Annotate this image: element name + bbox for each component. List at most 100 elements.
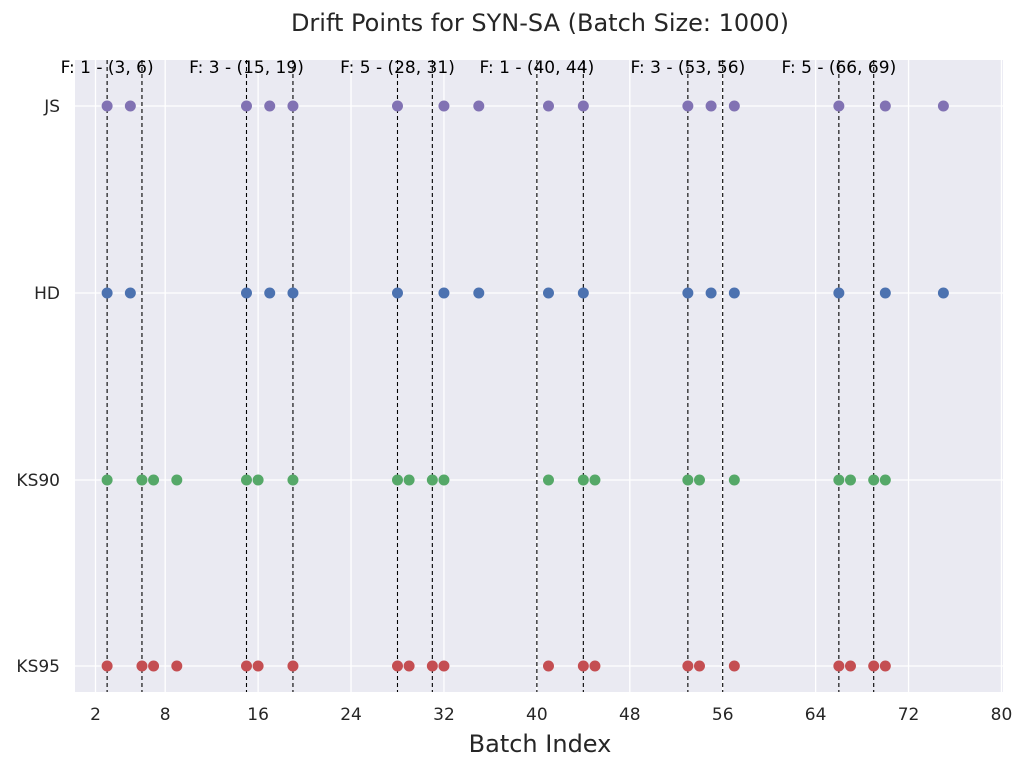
data-point-ks95 [682,660,694,672]
data-point-ks90 [101,474,113,486]
data-point-ks95 [577,660,589,672]
data-point-ks95 [426,660,438,672]
data-point-hd [833,287,845,299]
data-point-js [577,100,589,112]
data-point-hd [391,287,403,299]
data-point-hd [682,287,694,299]
x-tick-label: 32 [433,705,455,725]
data-point-js [287,100,299,112]
drift-annotation: F: 1 - (40, 44) [480,58,595,78]
data-point-ks90 [879,474,891,486]
data-point-ks95 [879,660,891,672]
data-point-hd [287,287,299,299]
data-point-ks90 [728,474,740,486]
x-tick-label: 56 [712,705,734,725]
chart-title: Drift Points for SYN-SA (Batch Size: 100… [291,9,789,37]
drift-annotations: F: 1 - (3, 6) F: 3 - (15, 19) F: 5 - (28, … [61,58,897,78]
data-point-js [438,100,450,112]
drift-annotation: F: 5 - (28, 31) [340,58,455,78]
data-points [101,100,949,672]
x-tick-label: 80 [991,705,1013,725]
data-point-ks95 [589,660,601,672]
data-point-hd [438,287,450,299]
data-point-js [101,100,113,112]
data-point-js [682,100,694,112]
x-tick-label: 16 [247,705,269,725]
data-point-hd [101,287,113,299]
data-point-ks90 [693,474,705,486]
data-point-ks95 [136,660,148,672]
x-tick-label: 72 [898,705,920,725]
data-point-ks90 [171,474,183,486]
data-point-ks95 [844,660,856,672]
x-axis-label: Batch Index [469,730,612,758]
data-point-ks90 [252,474,264,486]
data-point-ks95 [240,660,252,672]
data-point-ks90 [391,474,403,486]
x-tick-label: 8 [160,705,171,725]
data-point-ks90 [833,474,845,486]
data-point-js [879,100,891,112]
data-point-js [473,100,485,112]
data-point-js [937,100,949,112]
data-point-ks90 [136,474,148,486]
y-tick-label: HD [34,284,60,304]
data-point-ks90 [542,474,554,486]
x-tick-label: 24 [340,705,362,725]
data-point-ks90 [868,474,880,486]
data-point-ks95 [403,660,415,672]
data-point-hd [240,287,252,299]
data-point-ks90 [148,474,160,486]
x-tick-label: 64 [805,705,827,725]
data-point-hd [728,287,740,299]
x-tick-label: 2 [90,705,101,725]
data-point-ks95 [542,660,554,672]
y-tick-label: KS95 [16,657,60,677]
drift-annotation: F: 1 - (3, 6) [61,58,154,78]
drift-annotation: F: 3 - (15, 19) [189,58,304,78]
data-point-ks95 [868,660,880,672]
data-point-ks95 [728,660,740,672]
data-point-hd [705,287,717,299]
drift-annotation: F: 3 - (53, 56) [631,58,746,78]
data-point-ks95 [438,660,450,672]
data-point-ks90 [438,474,450,486]
x-tick-label: 48 [619,705,641,725]
data-point-ks95 [693,660,705,672]
data-point-ks90 [682,474,694,486]
data-point-js [833,100,845,112]
data-point-ks90 [589,474,601,486]
data-point-hd [124,287,136,299]
data-point-ks95 [833,660,845,672]
data-point-js [705,100,717,112]
data-point-ks90 [426,474,438,486]
data-point-ks95 [101,660,113,672]
data-point-hd [473,287,485,299]
plot-background [75,60,1003,692]
data-point-ks95 [287,660,299,672]
data-point-ks90 [577,474,589,486]
x-tick-label: 40 [526,705,548,725]
y-tick-label: KS90 [16,471,60,491]
data-point-ks90 [240,474,252,486]
data-point-hd [264,287,276,299]
data-point-js [542,100,554,112]
data-point-js [728,100,740,112]
data-point-js [240,100,252,112]
x-tick-labels: 2 8 16 24 32 40 48 56 64 72 80 [90,705,1012,725]
data-point-js [124,100,136,112]
data-point-js [391,100,403,112]
drift-lines [106,60,875,692]
y-tick-label: JS [43,97,60,117]
data-point-ks95 [171,660,183,672]
data-point-ks95 [148,660,160,672]
y-tick-labels: KS95 KS90 HD JS [16,97,60,677]
data-point-ks95 [252,660,264,672]
drift-annotation: F: 5 - (66, 69) [782,58,897,78]
data-point-js [264,100,276,112]
data-point-hd [937,287,949,299]
data-point-ks90 [287,474,299,486]
data-point-ks95 [391,660,403,672]
data-point-hd [879,287,891,299]
